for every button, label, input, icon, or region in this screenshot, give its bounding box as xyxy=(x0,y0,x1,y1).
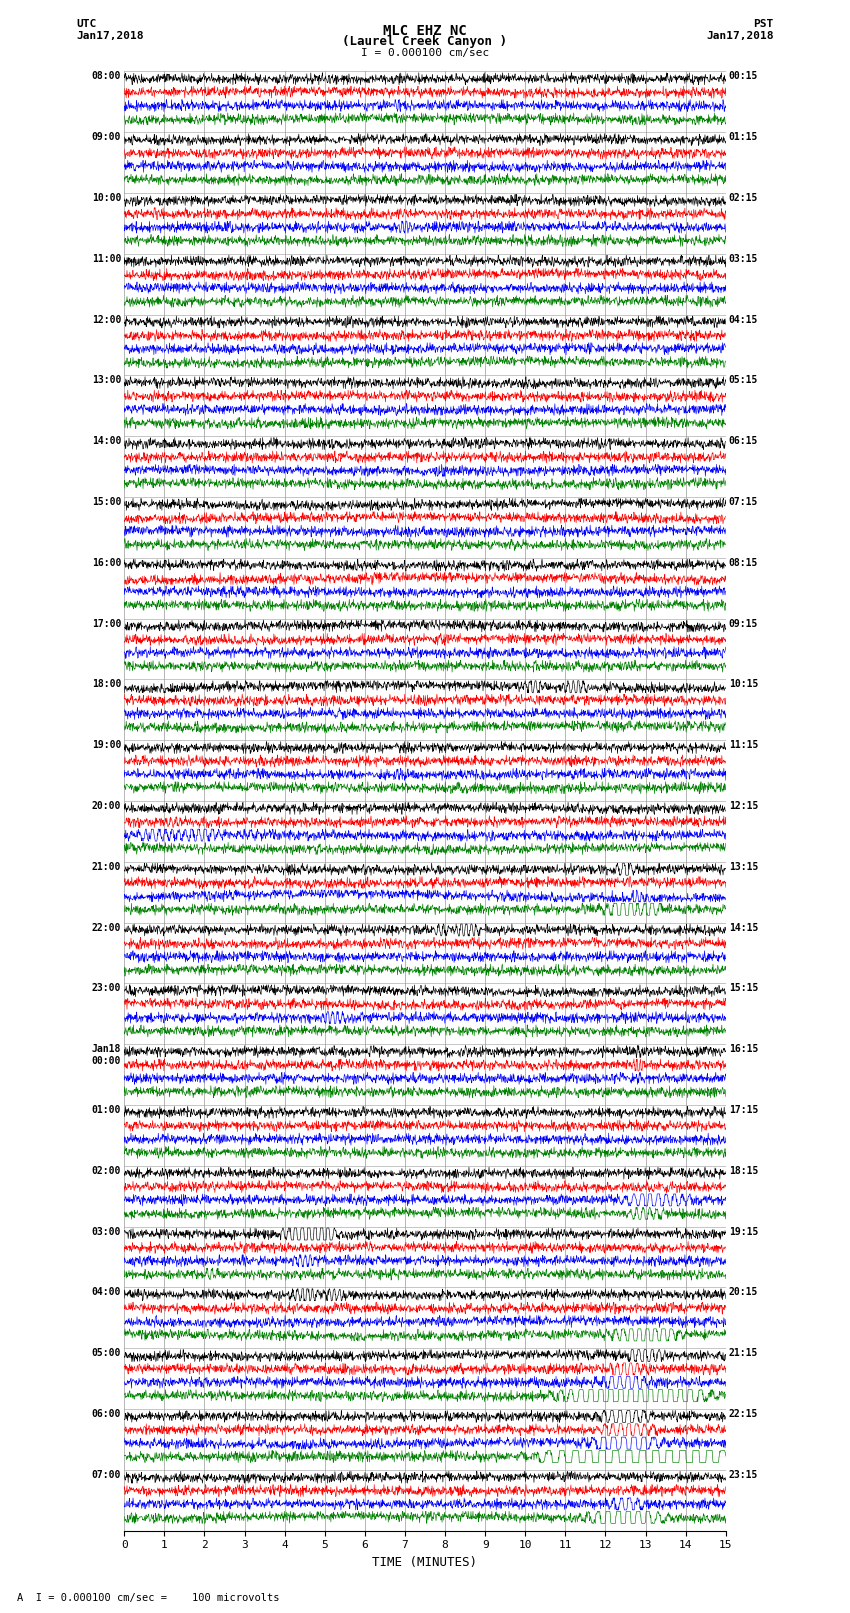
Text: 22:15: 22:15 xyxy=(728,1410,758,1419)
Text: 08:15: 08:15 xyxy=(728,558,758,568)
Text: 04:15: 04:15 xyxy=(728,315,758,324)
Text: 14:15: 14:15 xyxy=(728,923,758,932)
Text: 04:00: 04:00 xyxy=(92,1287,122,1297)
Text: 08:00: 08:00 xyxy=(92,71,122,81)
Text: (Laurel Creek Canyon ): (Laurel Creek Canyon ) xyxy=(343,35,507,48)
Text: PST: PST xyxy=(753,19,774,29)
Text: 03:00: 03:00 xyxy=(92,1226,122,1237)
Text: UTC: UTC xyxy=(76,19,97,29)
Text: 09:15: 09:15 xyxy=(728,619,758,629)
Text: A  I = 0.000100 cm/sec =    100 microvolts: A I = 0.000100 cm/sec = 100 microvolts xyxy=(17,1594,280,1603)
Text: 17:00: 17:00 xyxy=(92,619,122,629)
Text: 18:00: 18:00 xyxy=(92,679,122,689)
Text: 22:00: 22:00 xyxy=(92,923,122,932)
Text: 07:00: 07:00 xyxy=(92,1469,122,1479)
Text: 01:00: 01:00 xyxy=(92,1105,122,1115)
Text: 21:15: 21:15 xyxy=(728,1348,758,1358)
Text: 14:00: 14:00 xyxy=(92,436,122,447)
X-axis label: TIME (MINUTES): TIME (MINUTES) xyxy=(372,1557,478,1569)
Text: 18:15: 18:15 xyxy=(728,1166,758,1176)
Text: 05:00: 05:00 xyxy=(92,1348,122,1358)
Text: 16:15: 16:15 xyxy=(728,1044,758,1055)
Text: 10:15: 10:15 xyxy=(728,679,758,689)
Text: 15:00: 15:00 xyxy=(92,497,122,506)
Text: 11:00: 11:00 xyxy=(92,253,122,265)
Text: 12:00: 12:00 xyxy=(92,315,122,324)
Text: 16:00: 16:00 xyxy=(92,558,122,568)
Text: 12:15: 12:15 xyxy=(728,802,758,811)
Text: I = 0.000100 cm/sec: I = 0.000100 cm/sec xyxy=(361,48,489,58)
Text: 15:15: 15:15 xyxy=(728,984,758,994)
Text: 19:15: 19:15 xyxy=(728,1226,758,1237)
Text: Jan17,2018: Jan17,2018 xyxy=(706,31,774,40)
Text: 02:00: 02:00 xyxy=(92,1166,122,1176)
Text: 20:15: 20:15 xyxy=(728,1287,758,1297)
Text: 06:15: 06:15 xyxy=(728,436,758,447)
Text: 01:15: 01:15 xyxy=(728,132,758,142)
Text: 13:00: 13:00 xyxy=(92,376,122,386)
Text: 10:00: 10:00 xyxy=(92,194,122,203)
Text: 23:00: 23:00 xyxy=(92,984,122,994)
Text: 02:15: 02:15 xyxy=(728,194,758,203)
Text: 20:00: 20:00 xyxy=(92,802,122,811)
Text: 05:15: 05:15 xyxy=(728,376,758,386)
Text: 00:15: 00:15 xyxy=(728,71,758,81)
Text: 09:00: 09:00 xyxy=(92,132,122,142)
Text: MLC EHZ NC: MLC EHZ NC xyxy=(383,24,467,39)
Text: 06:00: 06:00 xyxy=(92,1410,122,1419)
Text: Jan17,2018: Jan17,2018 xyxy=(76,31,144,40)
Text: 17:15: 17:15 xyxy=(728,1105,758,1115)
Text: 23:15: 23:15 xyxy=(728,1469,758,1479)
Text: 13:15: 13:15 xyxy=(728,861,758,873)
Text: Jan18
00:00: Jan18 00:00 xyxy=(92,1044,122,1066)
Text: 11:15: 11:15 xyxy=(728,740,758,750)
Text: 19:00: 19:00 xyxy=(92,740,122,750)
Text: 07:15: 07:15 xyxy=(728,497,758,506)
Text: 03:15: 03:15 xyxy=(728,253,758,265)
Text: 21:00: 21:00 xyxy=(92,861,122,873)
